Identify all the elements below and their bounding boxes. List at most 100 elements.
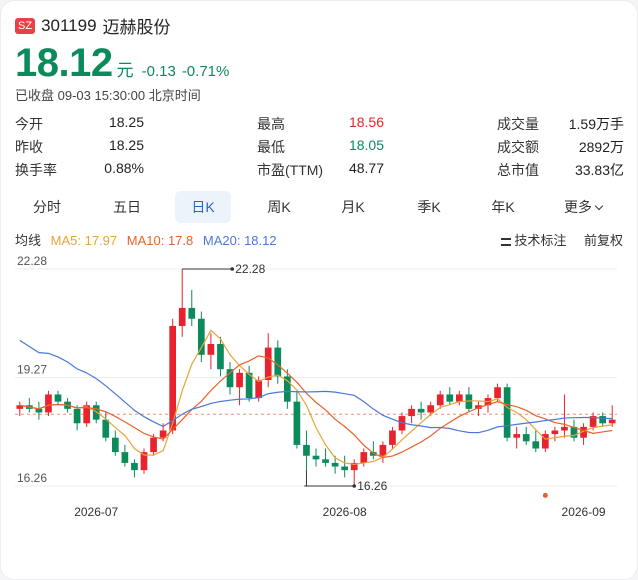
candle-body xyxy=(331,462,339,467)
stat-label: 昨收 xyxy=(15,139,43,155)
candle-body xyxy=(494,387,501,399)
candle-body xyxy=(522,434,530,442)
stat-value: 0.88% xyxy=(104,160,144,176)
tab-5[interactable]: 季K xyxy=(401,191,457,223)
tab-label: 分时 xyxy=(33,199,61,215)
candle-body xyxy=(169,325,177,431)
tab-label: 月K xyxy=(341,199,365,215)
stat-label: 成交量 xyxy=(497,116,539,132)
price-change: -0.13 xyxy=(141,63,176,80)
last-price: 18.12 xyxy=(15,41,113,85)
candle-body xyxy=(121,452,129,463)
candle-body xyxy=(188,307,196,319)
price-row: 18.12 元 -0.13 -0.71% xyxy=(15,41,229,86)
candle-body xyxy=(54,394,62,402)
candle-body xyxy=(73,408,81,424)
stat-value: 48.77 xyxy=(348,160,384,176)
candle-body xyxy=(551,430,559,435)
candle-body xyxy=(35,408,43,413)
tab-2[interactable]: 日K xyxy=(175,191,231,223)
candle-body xyxy=(131,462,138,471)
candle-body xyxy=(513,434,521,438)
candle-body xyxy=(16,405,24,409)
candle-body xyxy=(140,452,148,471)
tab-4[interactable]: 月K xyxy=(325,191,381,223)
tab-0[interactable]: 分时 xyxy=(19,191,75,223)
stock-header: SZ 301199 迈赫股份 xyxy=(15,13,171,38)
ma-legend: 均线 MA5: 17.97 MA10: 17.8 MA20: 18.12 xyxy=(15,230,283,249)
stat-label: 成交额 xyxy=(497,139,539,155)
candle-body xyxy=(322,459,329,463)
ma10-value: MA10: 17.8 xyxy=(126,233,194,248)
period-tabs: 分时 五日 日K 周K 月K 季K 年K 更多 xyxy=(9,191,631,223)
candle-body xyxy=(341,466,349,471)
candle-body xyxy=(217,343,224,370)
y-tick-label: 19.27 xyxy=(17,363,47,377)
candle-body xyxy=(178,307,186,326)
candle-body xyxy=(111,437,119,453)
stat-value: 2892万 xyxy=(578,139,624,155)
event-marker xyxy=(542,492,548,498)
x-tick-label: 2026-07 xyxy=(74,505,118,519)
stat-label: 最高 xyxy=(257,116,285,132)
tab-label: 季K xyxy=(417,199,441,215)
x-tick-label: 2026-08 xyxy=(323,505,367,519)
stat-value: 18.05 xyxy=(348,137,384,153)
ma-label: 均线 xyxy=(15,233,42,248)
candle-body xyxy=(436,394,444,406)
candle-body xyxy=(561,426,568,431)
stock-code: 301199 xyxy=(41,15,97,35)
candle-body xyxy=(570,426,578,438)
candle-body xyxy=(532,441,540,449)
candle-body xyxy=(226,369,234,388)
candle-body xyxy=(369,452,377,456)
chevron-down-icon xyxy=(594,201,604,211)
candle-body xyxy=(102,419,110,438)
stat-value: 1.59万手 xyxy=(568,116,624,132)
stat-value: 33.83亿 xyxy=(574,162,624,178)
tab-1[interactable]: 五日 xyxy=(99,191,155,223)
x-tick-label: 2026-09 xyxy=(562,505,606,519)
candle-body xyxy=(599,416,607,424)
candle-body xyxy=(455,394,463,402)
high-annotation: 22.28 xyxy=(235,262,265,276)
candle-body xyxy=(465,394,473,409)
y-tick-label: 22.28 xyxy=(17,254,47,268)
adjust-button[interactable]: 前复权 xyxy=(583,233,623,248)
indicator-button[interactable]: 技术标注 xyxy=(501,233,570,248)
tab-label: 年K xyxy=(491,199,515,215)
market-badge: SZ xyxy=(15,17,36,34)
tab-label: 日K xyxy=(191,199,215,215)
ma5-value: MA5: 17.97 xyxy=(50,233,118,248)
chart-tools: 技术标注 前复权 xyxy=(501,230,623,249)
candle-body xyxy=(255,380,263,399)
tab-label: 更多 xyxy=(564,199,592,215)
candle-body xyxy=(83,405,91,424)
stat-label: 总市值 xyxy=(497,162,539,178)
tab-6[interactable]: 年K xyxy=(475,191,531,223)
indicator-label: 技术标注 xyxy=(514,233,567,248)
candle-body xyxy=(417,408,425,413)
candle-body xyxy=(589,416,597,427)
candle-body xyxy=(541,434,549,449)
ma20-value: MA20: 18.12 xyxy=(202,233,277,248)
candle-body xyxy=(236,372,243,388)
candle-body xyxy=(475,405,482,409)
indicator-icon xyxy=(501,237,512,246)
stat-value: 18.25 xyxy=(108,137,144,153)
low-dot xyxy=(352,484,357,488)
candle-body xyxy=(264,347,272,381)
stat-label: 市盈(TTM) xyxy=(257,162,324,178)
kline-chart[interactable]: 22.28 19.27 16.26 2026-07 2026-08 2026-09 22.2… xyxy=(1,251,637,541)
tab-3[interactable]: 周K xyxy=(251,191,307,223)
candle-body xyxy=(389,430,396,445)
candle-body xyxy=(360,452,368,463)
stat-value: 18.56 xyxy=(348,114,384,130)
tab-7[interactable]: 更多 xyxy=(555,191,611,223)
candle-body xyxy=(446,394,454,402)
candle-body xyxy=(350,462,358,471)
candle-body xyxy=(150,437,157,453)
stat-value: 18.25 xyxy=(108,114,144,130)
candle-body xyxy=(408,408,415,417)
